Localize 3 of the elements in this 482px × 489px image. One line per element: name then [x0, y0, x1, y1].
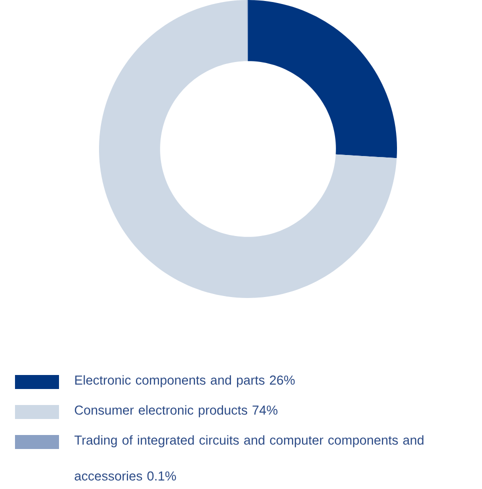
category-label: Trading of integrated circuits and computer components and accessories 0.1%: [74, 435, 424, 481]
legend-label: Electronic components and parts 26%: [75, 375, 295, 388]
legend-label: Consumer electronic products 74%: [74, 405, 278, 418]
